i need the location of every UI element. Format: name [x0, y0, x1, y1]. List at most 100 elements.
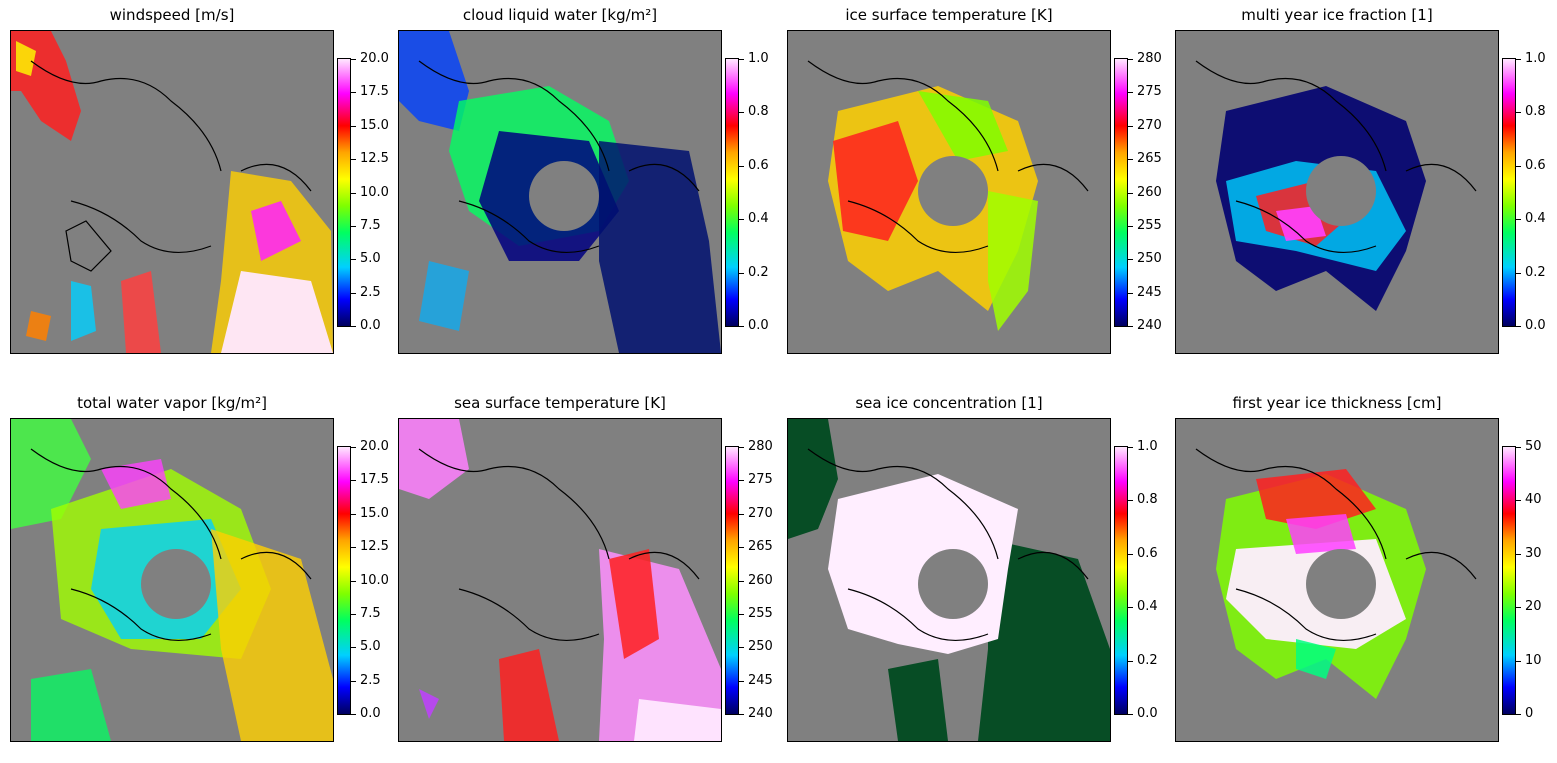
colorbar-tick: [1128, 126, 1133, 127]
colorbar-tick: [1516, 447, 1521, 448]
colorbar-tick: [1516, 112, 1521, 113]
colorbar-tick: [1128, 607, 1133, 608]
colorbar-tick-label: 265: [748, 539, 773, 554]
colorbar-tick-label: 30: [1525, 546, 1542, 561]
colorbar: [1502, 58, 1516, 327]
colorbar: [725, 446, 739, 715]
colorbar-tick-label: 275: [1137, 84, 1162, 99]
colorbar-tick-label: 265: [1137, 151, 1162, 166]
colorbar-tick: [1128, 259, 1133, 260]
colorbar-tick-label: 17.5: [360, 84, 389, 99]
colorbar-tick: [739, 480, 744, 481]
colorbar-tick: [351, 614, 356, 615]
colorbar-tick: [351, 326, 356, 327]
colorbar-tick-label: 12.5: [360, 151, 389, 166]
colorbar: [1114, 58, 1128, 327]
colorbar-tick-label: 280: [1137, 51, 1162, 66]
colorbar-tick: [1128, 293, 1133, 294]
colorbar-tick: [351, 226, 356, 227]
colorbar-tick: [1128, 59, 1133, 60]
colorbar-tick-label: 0.0: [1525, 318, 1546, 333]
pole-hole: [1306, 156, 1376, 226]
colorbar-tick-label: 10.0: [360, 185, 389, 200]
colorbar-tick: [351, 547, 356, 548]
colorbar-tick-label: 255: [1137, 218, 1162, 233]
colorbar-tick-label: 0: [1525, 706, 1534, 721]
colorbar-tick-label: 0.0: [1137, 706, 1158, 721]
colorbar-tick: [739, 547, 744, 548]
colorbar-tick-label: 0.8: [748, 104, 769, 119]
map-plot: [10, 30, 334, 354]
colorbar-tick: [739, 514, 744, 515]
colorbar-tick-label: 0.2: [748, 265, 769, 280]
colorbar-tick-label: 0.0: [360, 318, 381, 333]
colorbar-tick-label: 0.8: [1137, 492, 1158, 507]
map-plot: [787, 30, 1111, 354]
colorbar-tick: [1516, 661, 1521, 662]
colorbar-tick: [351, 126, 356, 127]
colorbar-tick: [739, 714, 744, 715]
map-plot: [787, 418, 1111, 742]
colorbar-tick-label: 1.0: [748, 51, 769, 66]
pole-hole: [141, 549, 211, 619]
colorbar-tick-label: 20: [1525, 599, 1542, 614]
colorbar-tick-label: 245: [748, 673, 773, 688]
colorbar-tick-label: 250: [748, 639, 773, 654]
colorbar-tick: [1516, 607, 1521, 608]
colorbar-tick-label: 270: [748, 506, 773, 521]
colorbar-tick: [351, 714, 356, 715]
colorbar-tick: [351, 159, 356, 160]
colorbar-tick: [351, 59, 356, 60]
colorbar-tick-label: 0.6: [748, 158, 769, 173]
colorbar-tick: [1128, 500, 1133, 501]
colorbar-tick-label: 0.2: [1137, 653, 1158, 668]
colorbar-tick-label: 0.0: [360, 706, 381, 721]
panel-ice-surface-temperature: ice surface temperature [K] 240 245 250 255…: [777, 0, 1166, 375]
colorbar-tick: [351, 259, 356, 260]
colorbar-tick-label: 50: [1525, 439, 1542, 454]
colorbar-tick: [1128, 159, 1133, 160]
colorbar-tick-label: 15.0: [360, 118, 389, 133]
colorbar-tick: [351, 514, 356, 515]
colorbar-tick: [1128, 447, 1133, 448]
colorbar-tick: [739, 219, 744, 220]
colorbar-tick-label: 0.8: [1525, 104, 1546, 119]
colorbar-tick: [1128, 226, 1133, 227]
panel-total-water-vapor: total water vapor [kg/m²] 0.0 2.5 5.0 7.5 10…: [0, 388, 389, 763]
colorbar-tick-label: 5.0: [360, 251, 381, 266]
colorbar-tick-label: 0.4: [1137, 599, 1158, 614]
colorbar: [725, 58, 739, 327]
colorbar-tick: [1516, 500, 1521, 501]
panel-cloud-liquid-water: cloud liquid water [kg/m²] 0.0 0.2 0.4 0.6 0…: [388, 0, 777, 375]
colorbar-tick: [739, 614, 744, 615]
panel-sea-ice-concentration: sea ice concentration [1] 0.0 0.2 0.4 0.6 0.…: [777, 388, 1166, 763]
colorbar-tick-label: 240: [748, 706, 773, 721]
colorbar-tick-label: 7.5: [360, 218, 381, 233]
panel-multi-year-ice-fraction: multi year ice fraction [1] 0.0 0.2 0.4 0.6…: [1165, 0, 1554, 375]
colorbar: [337, 58, 351, 327]
panel-title: cloud liquid water [kg/m²]: [462, 6, 658, 24]
colorbar-tick-label: 0.6: [1137, 546, 1158, 561]
colorbar-tick-label: 10: [1525, 653, 1542, 668]
map-plot: [398, 418, 722, 742]
map-plot: [10, 418, 334, 742]
colorbar-tick: [351, 480, 356, 481]
colorbar-tick: [351, 193, 356, 194]
pole-hole: [918, 156, 988, 226]
colorbar-tick: [739, 581, 744, 582]
colorbar-tick-label: 20.0: [360, 51, 389, 66]
colorbar-tick-label: 0.2: [1525, 265, 1546, 280]
colorbar-tick: [351, 92, 356, 93]
colorbar-tick: [1128, 661, 1133, 662]
colorbar-tick-label: 0.4: [748, 211, 769, 226]
colorbar-tick-label: 260: [748, 573, 773, 588]
colorbar-tick-label: 260: [1137, 185, 1162, 200]
colorbar-tick-label: 275: [748, 472, 773, 487]
panel-title: sea surface temperature [K]: [454, 394, 666, 412]
colorbar-tick: [351, 293, 356, 294]
colorbar-tick-label: 250: [1137, 251, 1162, 266]
panel-title: total water vapor [kg/m²]: [77, 394, 267, 412]
colorbar-tick-label: 280: [748, 439, 773, 454]
panel-sea-surface-temperature: sea surface temperature [K] 240 245 250 255…: [388, 388, 777, 763]
colorbar-tick: [739, 166, 744, 167]
